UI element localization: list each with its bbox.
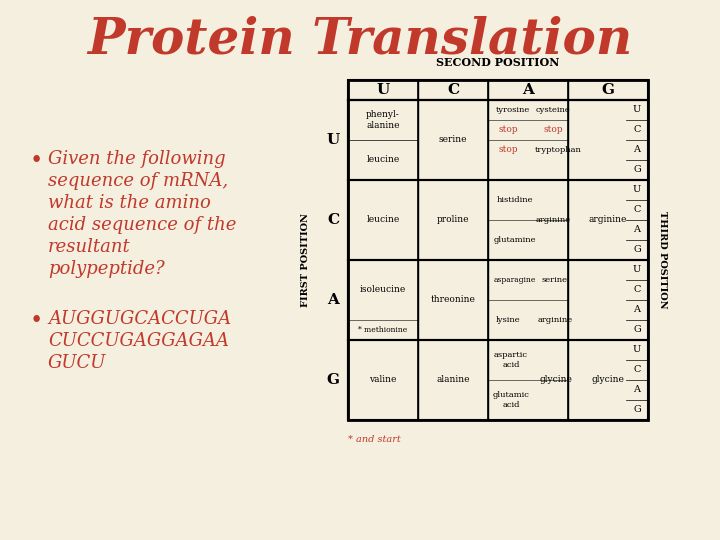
Text: SECOND POSITION: SECOND POSITION bbox=[436, 57, 559, 68]
Text: phenyl-
alanine: phenyl- alanine bbox=[366, 110, 400, 130]
Text: C: C bbox=[327, 213, 339, 227]
Text: C: C bbox=[634, 125, 641, 134]
Text: U: U bbox=[633, 266, 641, 274]
Text: asparagine: asparagine bbox=[494, 276, 536, 284]
Text: sequence of mRNA,: sequence of mRNA, bbox=[48, 172, 228, 190]
Text: isoleucine: isoleucine bbox=[360, 286, 406, 294]
Text: U: U bbox=[633, 346, 641, 354]
Text: glycine: glycine bbox=[539, 375, 572, 384]
Text: * methionine: * methionine bbox=[359, 326, 408, 334]
Text: G: G bbox=[633, 165, 641, 174]
Text: A: A bbox=[522, 83, 534, 97]
Text: proline: proline bbox=[437, 215, 469, 225]
Text: histidine: histidine bbox=[497, 196, 534, 204]
Text: lysine: lysine bbox=[495, 316, 521, 324]
Text: cysteine: cysteine bbox=[536, 106, 570, 114]
Text: leucine: leucine bbox=[366, 156, 400, 165]
Text: A: A bbox=[634, 386, 641, 395]
Text: A: A bbox=[634, 226, 641, 234]
Text: arginine: arginine bbox=[537, 316, 572, 324]
Bar bbox=[348, 80, 648, 420]
Text: Protein Translation: Protein Translation bbox=[87, 16, 633, 64]
Text: stop: stop bbox=[543, 125, 563, 134]
Text: serine: serine bbox=[438, 136, 467, 145]
Text: G: G bbox=[601, 83, 614, 97]
Text: * and start: * and start bbox=[348, 435, 401, 444]
Text: C: C bbox=[447, 83, 459, 97]
Text: U: U bbox=[633, 105, 641, 114]
Text: glutamine: glutamine bbox=[494, 236, 536, 244]
Text: alanine: alanine bbox=[436, 375, 469, 384]
Text: leucine: leucine bbox=[366, 215, 400, 225]
Text: •: • bbox=[30, 150, 43, 172]
Text: G: G bbox=[633, 246, 641, 254]
Text: stop: stop bbox=[498, 145, 518, 154]
Text: U: U bbox=[377, 83, 390, 97]
Text: valine: valine bbox=[369, 375, 397, 384]
Text: acid sequence of the: acid sequence of the bbox=[48, 216, 236, 234]
Text: aspartic
acid: aspartic acid bbox=[494, 352, 528, 369]
Text: C: C bbox=[634, 286, 641, 294]
Text: AUGGUGCACCUGA: AUGGUGCACCUGA bbox=[48, 310, 231, 328]
Text: G: G bbox=[633, 326, 641, 334]
Text: polypeptide?: polypeptide? bbox=[48, 260, 165, 278]
Text: G: G bbox=[633, 406, 641, 415]
Text: THIRD POSITION: THIRD POSITION bbox=[657, 211, 667, 309]
Text: arginine: arginine bbox=[589, 215, 627, 225]
Text: A: A bbox=[327, 293, 339, 307]
Text: GUCU: GUCU bbox=[48, 354, 107, 372]
Text: FIRST POSITION: FIRST POSITION bbox=[302, 213, 310, 307]
Text: what is the amino: what is the amino bbox=[48, 194, 211, 212]
Text: A: A bbox=[634, 145, 641, 154]
Text: tryptophan: tryptophan bbox=[534, 146, 582, 154]
Text: G: G bbox=[326, 373, 340, 387]
Text: C: C bbox=[634, 206, 641, 214]
Text: A: A bbox=[634, 306, 641, 314]
Text: Given the following: Given the following bbox=[48, 150, 225, 168]
Text: U: U bbox=[633, 186, 641, 194]
Bar bbox=[348, 80, 648, 420]
Text: C: C bbox=[634, 366, 641, 375]
Text: resultant: resultant bbox=[48, 238, 131, 256]
Text: glycine: glycine bbox=[592, 375, 624, 384]
Text: tyrosine: tyrosine bbox=[496, 106, 530, 114]
Text: CUCCUGAGGAGAA: CUCCUGAGGAGAA bbox=[48, 332, 229, 350]
Text: arginine: arginine bbox=[536, 216, 570, 224]
Text: glutamic
acid: glutamic acid bbox=[492, 392, 529, 409]
Text: •: • bbox=[30, 310, 43, 332]
Text: threonine: threonine bbox=[431, 295, 475, 305]
Text: serine: serine bbox=[542, 276, 568, 284]
Text: U: U bbox=[326, 133, 340, 147]
Text: stop: stop bbox=[498, 125, 518, 134]
